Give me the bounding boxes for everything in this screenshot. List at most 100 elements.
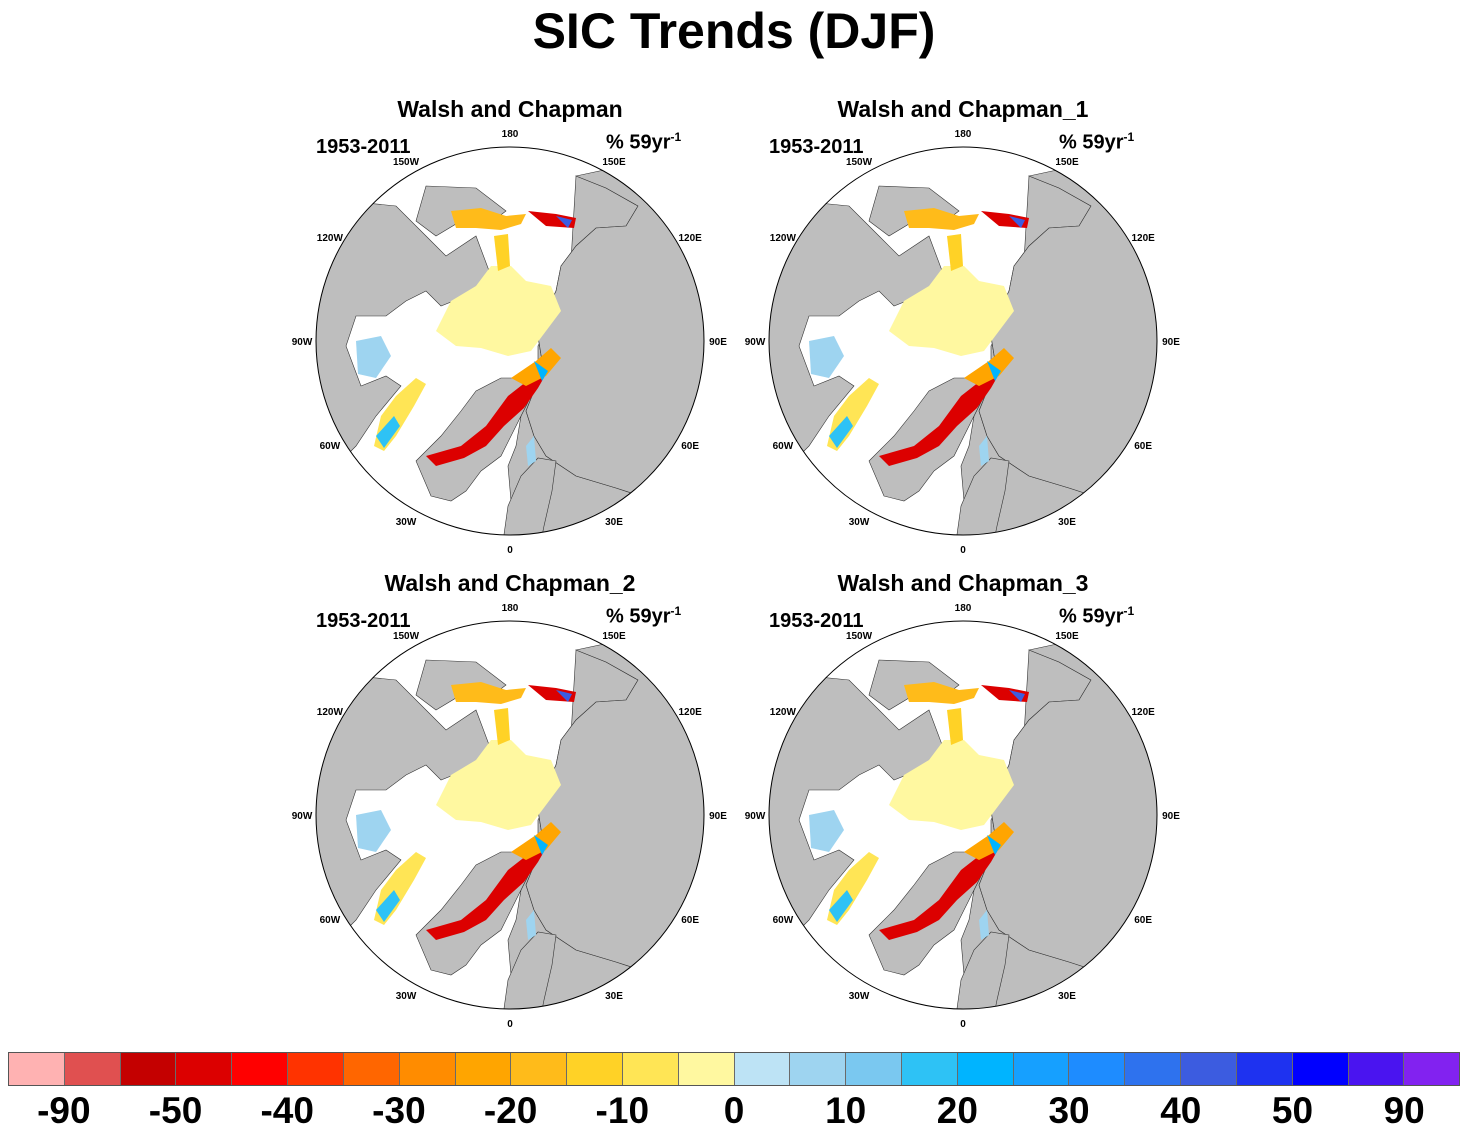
longitude-label: 120W	[317, 233, 344, 244]
longitude-label: 30E	[1058, 517, 1076, 528]
colorbar-label: -30	[372, 1090, 426, 1131]
polar-map: 180 150E 120E 90E 60E 30E 0 30W 60W 90W 120W 150W	[745, 129, 1181, 556]
scandinavia-landmass	[953, 457, 1010, 535]
longitude-label: 30W	[849, 517, 870, 528]
labrador-positive-trend	[376, 890, 400, 922]
panel-title: Walsh and Chapman	[397, 96, 623, 122]
longitude-label: 90E	[709, 337, 727, 348]
longitude-label: 180	[955, 603, 972, 614]
longitude-label: 60W	[320, 441, 341, 452]
kara-trend	[964, 348, 1014, 386]
longitude-label: 150W	[393, 631, 420, 642]
longitude-label: 30E	[605, 991, 623, 1002]
longitude-label: 90E	[1162, 811, 1180, 822]
kara-trend	[964, 822, 1014, 860]
longitude-label: 0	[960, 545, 966, 556]
kara-trend	[511, 348, 561, 386]
colorbar-labels: -90 -50 -40 -30 -20 -10 0 10 20 30 40 50 90	[8, 1090, 1460, 1134]
labrador-positive-trend	[376, 416, 400, 448]
hudson-bay-trend	[809, 336, 844, 378]
colorbar-swatch	[1069, 1053, 1126, 1085]
baltic-trend	[979, 910, 989, 940]
longitude-label: 150E	[1055, 157, 1079, 168]
chukchi-trend	[494, 234, 510, 271]
longitude-label: 120E	[678, 233, 702, 244]
colorbar-label: 90	[1383, 1090, 1425, 1131]
panel-unit: % 59yr-1	[1059, 604, 1135, 628]
colorbar-label: 20	[936, 1090, 978, 1131]
colorbar-swatch	[678, 1053, 735, 1085]
longitude-label: 30W	[396, 517, 417, 528]
longitude-label: 30E	[1058, 991, 1076, 1002]
longitude-label: 90W	[292, 337, 313, 348]
panel-period: 1953-2011	[316, 610, 411, 632]
kara-trend	[511, 822, 561, 860]
colorbar-label: 40	[1160, 1090, 1202, 1131]
colorbar-swatch	[120, 1053, 177, 1085]
arctic-ice	[436, 266, 561, 356]
longitude-label: 90W	[745, 811, 766, 822]
longitude-label: 60E	[681, 915, 699, 926]
longitude-label: 150E	[602, 157, 626, 168]
longitude-label: 30W	[849, 991, 870, 1002]
longitude-label: 180	[502, 603, 519, 614]
longitude-label: 90E	[1162, 337, 1180, 348]
colorbar-swatch	[1292, 1053, 1349, 1085]
colorbar-swatch	[343, 1053, 400, 1085]
longitude-label: 0	[507, 1019, 513, 1030]
colorbar-label: -50	[148, 1090, 203, 1131]
map-border	[315, 620, 705, 1010]
longitude-label: 60W	[773, 441, 794, 452]
kara-positive-trend	[534, 361, 548, 381]
longitude-label: 60W	[773, 915, 794, 926]
longitude-label: 120W	[770, 707, 797, 718]
colorbar-swatch	[846, 1053, 902, 1085]
colorbar-swatch	[511, 1053, 568, 1085]
colorbar-swatch	[9, 1053, 65, 1085]
longitude-label: 120W	[770, 233, 797, 244]
panel-unit: % 59yr-1	[1059, 130, 1135, 154]
colorbar	[8, 1052, 1460, 1086]
hudson-bay-trend	[356, 336, 391, 378]
map-border	[315, 146, 705, 536]
kara-positive-trend	[987, 835, 1001, 855]
colorbar-label: 10	[825, 1090, 867, 1131]
colorbar-swatch	[902, 1053, 958, 1085]
colorbar-swatch	[288, 1053, 344, 1085]
baltic-trend	[526, 910, 536, 940]
arctic-ice	[889, 740, 1014, 830]
panel-period: 1953-2011	[316, 136, 411, 158]
okhotsk-positive-trend	[1009, 690, 1025, 702]
polar-map: 180 150E 120E 90E 60E 30E 0 30W 60W 90W 120W 150W	[292, 603, 728, 1030]
longitude-label: 60E	[1134, 915, 1152, 926]
longitude-label: 0	[507, 545, 513, 556]
colorbar-label: 30	[1048, 1090, 1090, 1131]
map-panel-4: Walsh and Chapman_3 1953-2011 % 59yr-1 1…	[745, 570, 1229, 1040]
longitude-label: 120W	[317, 707, 344, 718]
baltic-trend	[526, 436, 536, 466]
panel-unit: % 59yr-1	[606, 130, 682, 154]
kara-positive-trend	[534, 835, 548, 855]
longitude-label: 60E	[681, 441, 699, 452]
colorbar-swatch	[1181, 1053, 1237, 1085]
longitude-label: 90E	[709, 811, 727, 822]
longitude-label: 30E	[605, 517, 623, 528]
colorbar-swatch	[455, 1053, 512, 1085]
colorbar-swatch	[176, 1053, 233, 1085]
colorbar-label: -10	[595, 1090, 650, 1131]
barents-trend	[426, 848, 546, 940]
colorbar-swatch	[790, 1053, 847, 1085]
longitude-label: 150W	[393, 157, 420, 168]
map-panel-3: Walsh and Chapman_2 1953-2011 % 59yr-1 1…	[292, 570, 776, 1040]
colorbar-swatch	[64, 1053, 121, 1085]
longitude-label: 30W	[396, 991, 417, 1002]
colorbar-swatch	[567, 1053, 623, 1085]
main-title: SIC Trends (DJF)	[532, 3, 936, 59]
okhotsk-positive-trend	[1009, 216, 1025, 228]
bering-trend	[451, 208, 526, 230]
panel-title: Walsh and Chapman_1	[837, 96, 1089, 122]
chukchi-trend	[494, 708, 510, 745]
longitude-label: 60W	[320, 915, 341, 926]
barents-trend	[879, 374, 999, 466]
longitude-label: 90W	[745, 337, 766, 348]
